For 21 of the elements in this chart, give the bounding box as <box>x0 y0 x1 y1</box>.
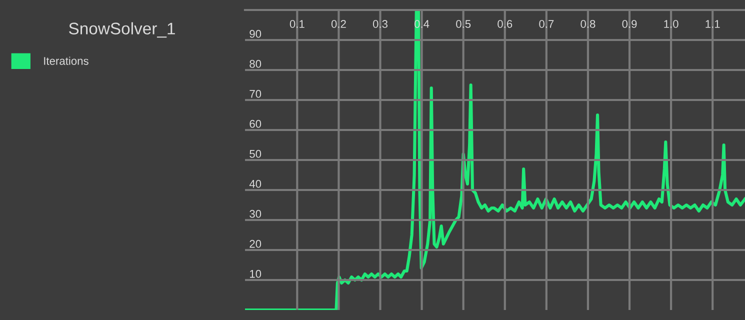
y-tick-label: 70 <box>250 90 262 98</box>
legend-label: Iterations <box>44 56 88 65</box>
y-tick-label: 90 <box>250 30 262 38</box>
x-tick-label: 0.9 <box>622 20 637 28</box>
x-tick-label: 0.6 <box>498 20 512 28</box>
x-tick-label: 0.1 <box>290 20 304 28</box>
x-tick-label: 1.0 <box>664 20 678 28</box>
y-tick-label: 30 <box>250 210 262 218</box>
y-tick-label: 60 <box>250 120 262 128</box>
x-tick-label: 0.5 <box>456 20 471 28</box>
y-tick-label: 50 <box>250 150 262 158</box>
y-tick-label: 40 <box>249 180 262 188</box>
y-tick-label: 20 <box>250 240 262 248</box>
x-tick-label: 1.1 <box>706 20 720 28</box>
x-tick-label: 0.2 <box>331 20 346 28</box>
y-tick-label: 80 <box>250 60 262 68</box>
x-tick-label: 0.8 <box>580 20 596 28</box>
text: SnowSolver_1 <box>69 22 175 38</box>
y-tick-label: 10 <box>250 270 262 278</box>
x-tick-label: 0.3 <box>372 20 388 28</box>
x-tick-label: 0.7 <box>539 20 554 28</box>
